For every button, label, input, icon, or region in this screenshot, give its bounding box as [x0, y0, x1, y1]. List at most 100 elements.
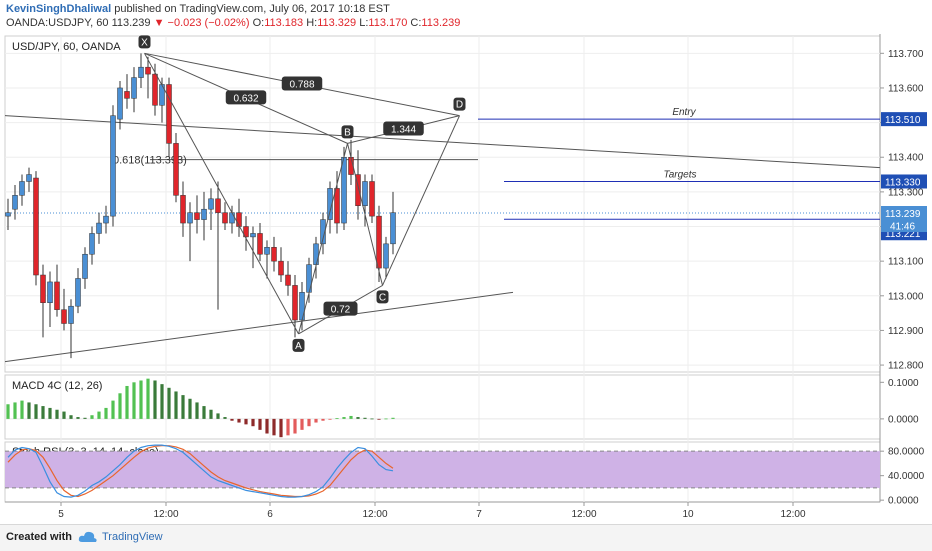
x-tick-label: 6 — [267, 509, 273, 520]
x-tick-label: 12:00 — [780, 509, 805, 520]
ratio-label-box — [383, 121, 424, 136]
targets-label: Targets — [664, 169, 697, 180]
macd-bar — [139, 380, 143, 419]
macd-bar — [223, 417, 227, 419]
candle-down — [292, 285, 298, 321]
candle-down — [355, 174, 361, 206]
rsi-tick-label: 40.0000 — [888, 471, 925, 482]
candle-up — [103, 215, 109, 224]
candle-up — [264, 247, 270, 255]
candle-down — [61, 309, 67, 324]
macd-bar — [265, 418, 269, 434]
publish-info: published on TradingView.com, July 06, 2… — [114, 3, 390, 15]
macd-bar — [349, 415, 353, 419]
macd-tick-label: 0.0000 — [888, 414, 919, 425]
high-label: H: — [306, 17, 318, 29]
macd-bar — [160, 384, 164, 419]
chart-area[interactable]: 5 12:00 6 12:00 7 12:00 10 12:00 113.700 113.600 1… — [0, 34, 932, 524]
candle-down — [194, 212, 200, 220]
macd-bar — [335, 418, 339, 419]
pattern-leg-ab — [298, 143, 348, 335]
candle-down — [271, 247, 277, 262]
upper-trendline — [4, 115, 881, 169]
macd-bar — [20, 400, 24, 419]
tradingview-cloud-icon — [78, 531, 97, 542]
candle-down — [124, 91, 130, 99]
pattern-leg-xa — [144, 53, 299, 335]
candle-up — [327, 188, 333, 220]
candle-up — [383, 243, 389, 269]
last-price: 113.239 — [111, 17, 151, 29]
y-tick-label: 113.000 — [888, 291, 924, 302]
pattern-point-label: A — [295, 341, 302, 352]
countdown-tag-box — [881, 220, 927, 233]
candle-down — [236, 212, 242, 227]
candle-up — [229, 212, 235, 224]
ratio-label-box — [281, 76, 323, 91]
candle-down — [285, 274, 291, 286]
main-pane-title: USD/JPY, 60, OANDA — [12, 41, 121, 53]
macd-bar — [34, 404, 38, 419]
macd-bar — [111, 400, 115, 419]
pattern-point-label: B — [344, 127, 351, 138]
macd-bar — [230, 418, 234, 421]
macd-bar — [48, 407, 52, 419]
macd-tick-label: 0.1000 — [888, 378, 919, 389]
rsi-k-line — [7, 444, 394, 498]
macd-bar — [174, 391, 178, 419]
candle-up — [341, 156, 347, 224]
x-tick-label: 12:00 — [571, 509, 596, 520]
y-tick-label: 113.600 — [888, 83, 924, 94]
candle-up — [110, 115, 116, 217]
candle-up — [26, 174, 32, 182]
price-tag-box — [881, 174, 927, 189]
candle-up — [313, 243, 319, 265]
pattern-point-box — [292, 338, 305, 352]
macd-pane — [4, 374, 881, 440]
macd-bar — [202, 406, 206, 419]
low-value: 113.170 — [368, 17, 408, 29]
down-arrow-icon: ▼ — [153, 17, 165, 29]
x-tick-label: 12:00 — [362, 509, 387, 520]
macd-bar — [13, 402, 17, 419]
pattern-point-label: C — [379, 292, 386, 303]
macd-bar — [83, 417, 87, 419]
macd-bar — [314, 418, 318, 423]
macd-bar — [6, 404, 10, 419]
candle-down — [215, 198, 221, 213]
low-label: L: — [359, 17, 369, 29]
macd-bar — [146, 378, 150, 419]
price-change: −0.023 (−0.02%) — [167, 17, 250, 29]
y-tick-label: 113.100 — [888, 257, 924, 268]
macd-bar — [90, 415, 94, 419]
pattern-leg-cd — [382, 115, 460, 286]
macd-bar — [272, 418, 276, 436]
author-link[interactable]: KevinSinghDhaliwal — [6, 3, 112, 15]
candle-up — [68, 305, 74, 324]
x-tick-label: 10 — [682, 509, 694, 520]
symbol-label: OANDA:USDJPY, 60 — [6, 17, 109, 29]
macd-bar — [258, 418, 262, 430]
ratio-label: 0.72 — [331, 305, 351, 316]
macd-bar — [104, 407, 108, 419]
tradingview-brand[interactable]: TradingView — [102, 531, 163, 543]
ratio-label-box — [225, 90, 267, 105]
candle-down — [33, 177, 39, 276]
macd-bar — [244, 418, 248, 425]
candle-up — [117, 87, 123, 120]
macd-bar — [391, 417, 395, 419]
chart-header: KevinSinghDhaliwal published on TradingV… — [0, 0, 932, 34]
pattern-point-box — [453, 97, 466, 111]
footer: Created with TradingView — [0, 524, 932, 551]
macd-bar — [55, 409, 59, 419]
candle-down — [278, 260, 284, 276]
macd-bar — [251, 418, 255, 427]
candle-up — [5, 212, 11, 217]
main-pane — [4, 35, 881, 373]
y-tick-label: 113.300 — [888, 187, 924, 198]
price-tag-label: 113.221 — [885, 229, 921, 240]
rsi-d-line — [7, 445, 394, 498]
macd-bar — [41, 406, 45, 419]
candle-up — [19, 181, 25, 196]
high-value: 113.329 — [317, 17, 357, 29]
